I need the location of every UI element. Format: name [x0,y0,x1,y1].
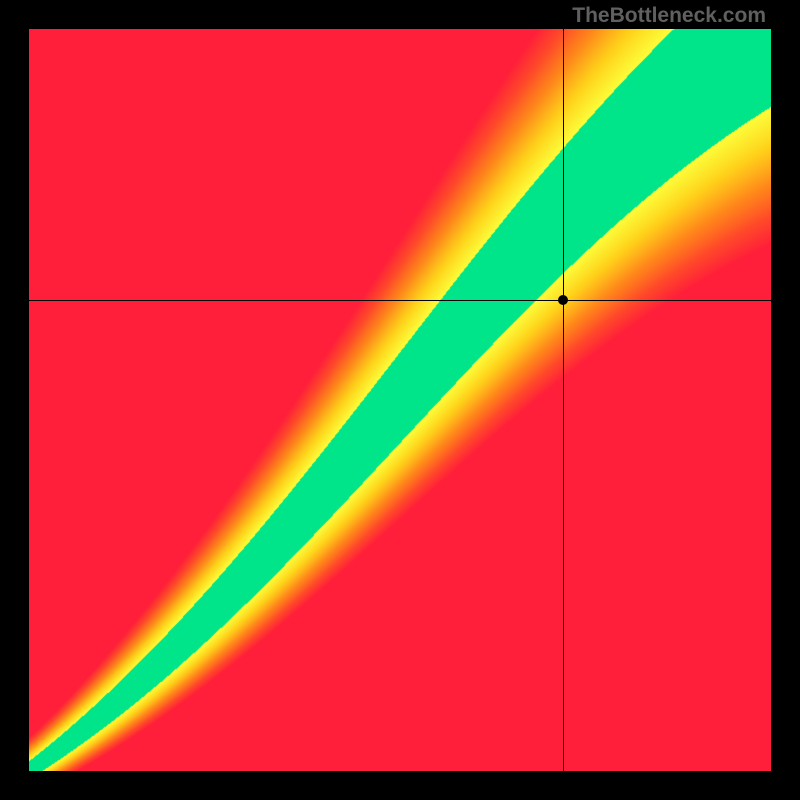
crosshair-horizontal-line [29,300,771,301]
bottleneck-heatmap-plot [29,29,771,771]
crosshair-vertical-line [563,29,564,771]
crosshair-marker-dot [558,295,568,305]
watermark-text: TheBottleneck.com [572,4,766,28]
heatmap-canvas [29,29,771,771]
